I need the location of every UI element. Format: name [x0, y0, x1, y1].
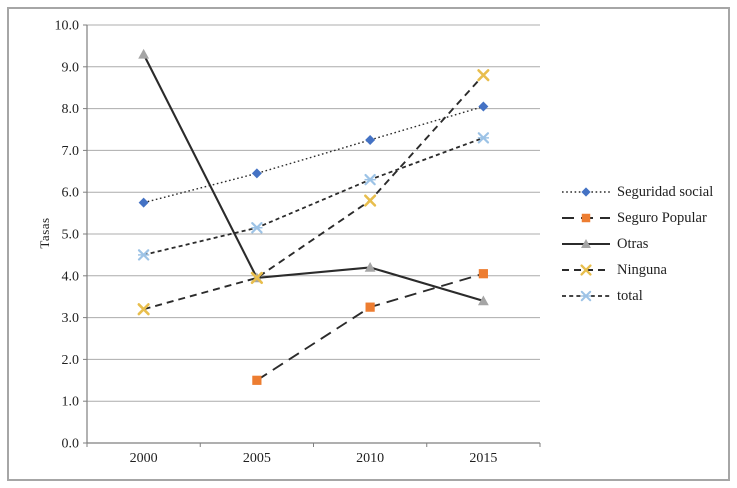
y-tick-label: 9.0: [62, 60, 80, 75]
x-tick-label: 2000: [130, 451, 158, 466]
marker: [364, 173, 376, 186]
y-tick-label: 6.0: [62, 186, 80, 201]
marker: [477, 295, 489, 306]
marker: [478, 269, 488, 279]
marker: [581, 187, 591, 197]
legend-item-seguridad-social: Seguridad social: [561, 179, 713, 205]
series-total: [137, 132, 490, 261]
marker: [138, 197, 149, 208]
legend-marker-seguridad-social: [562, 187, 610, 197]
x-tick-label: 2010: [356, 451, 384, 466]
legend-label: total: [617, 287, 643, 304]
y-axis-title: Tasas: [37, 217, 52, 249]
series-line: [143, 137, 484, 256]
series-seguro-popular: [252, 269, 488, 385]
legend-label: Ninguna: [617, 261, 667, 278]
marker: [137, 303, 150, 316]
y-tick-label: 10.0: [55, 19, 80, 34]
legend-item-seguro-popular: Seguro Popular: [561, 205, 713, 231]
y-tick-label: 0.0: [62, 437, 80, 452]
series-line: [143, 74, 485, 311]
marker: [364, 262, 376, 272]
marker: [581, 213, 591, 223]
y-tick-label: 5.0: [62, 228, 80, 243]
legend-marker-ninguna: [562, 264, 610, 276]
marker: [477, 69, 490, 82]
legend-label: Otras: [617, 235, 649, 252]
legend-marker-otras: [562, 239, 610, 248]
marker: [580, 264, 592, 276]
y-tick-label: 8.0: [62, 102, 80, 117]
marker: [251, 168, 262, 179]
series-line: [256, 272, 484, 382]
legend-item-otras: Otras: [561, 231, 713, 257]
legend-marker-total: [562, 290, 610, 302]
legend-item-total: total: [561, 283, 713, 309]
marker: [478, 101, 489, 112]
y-tick-label: 4.0: [62, 269, 80, 284]
marker: [364, 194, 377, 207]
y-tick-label: 2.0: [62, 353, 80, 368]
marker: [365, 302, 375, 312]
series-seguridad-social: [138, 101, 489, 208]
legend-item-ninguna: Ninguna: [561, 257, 713, 283]
marker: [251, 222, 263, 234]
legend-marker-seguro-popular: [562, 213, 610, 223]
x-tick-label: 2015: [469, 451, 497, 466]
marker: [137, 249, 150, 261]
y-tick-label: 7.0: [62, 144, 80, 159]
marker: [250, 271, 263, 284]
marker: [581, 239, 591, 248]
marker: [138, 48, 150, 59]
series-line: [143, 105, 484, 204]
marker: [252, 375, 262, 385]
marker: [580, 290, 592, 302]
legend-label: Seguridad social: [617, 183, 714, 200]
marker: [477, 132, 490, 144]
y-tick-label: 3.0: [62, 311, 80, 326]
series-otras: [138, 48, 489, 306]
marker: [365, 134, 376, 145]
series-ninguna: [137, 69, 490, 316]
legend: Seguridad social Seguro Popular Otras Ningu…: [561, 179, 713, 309]
series-line: [142, 53, 484, 302]
x-tick-label: 2005: [243, 451, 271, 466]
legend-label: Seguro Popular: [617, 209, 707, 226]
y-tick-label: 1.0: [62, 395, 80, 410]
